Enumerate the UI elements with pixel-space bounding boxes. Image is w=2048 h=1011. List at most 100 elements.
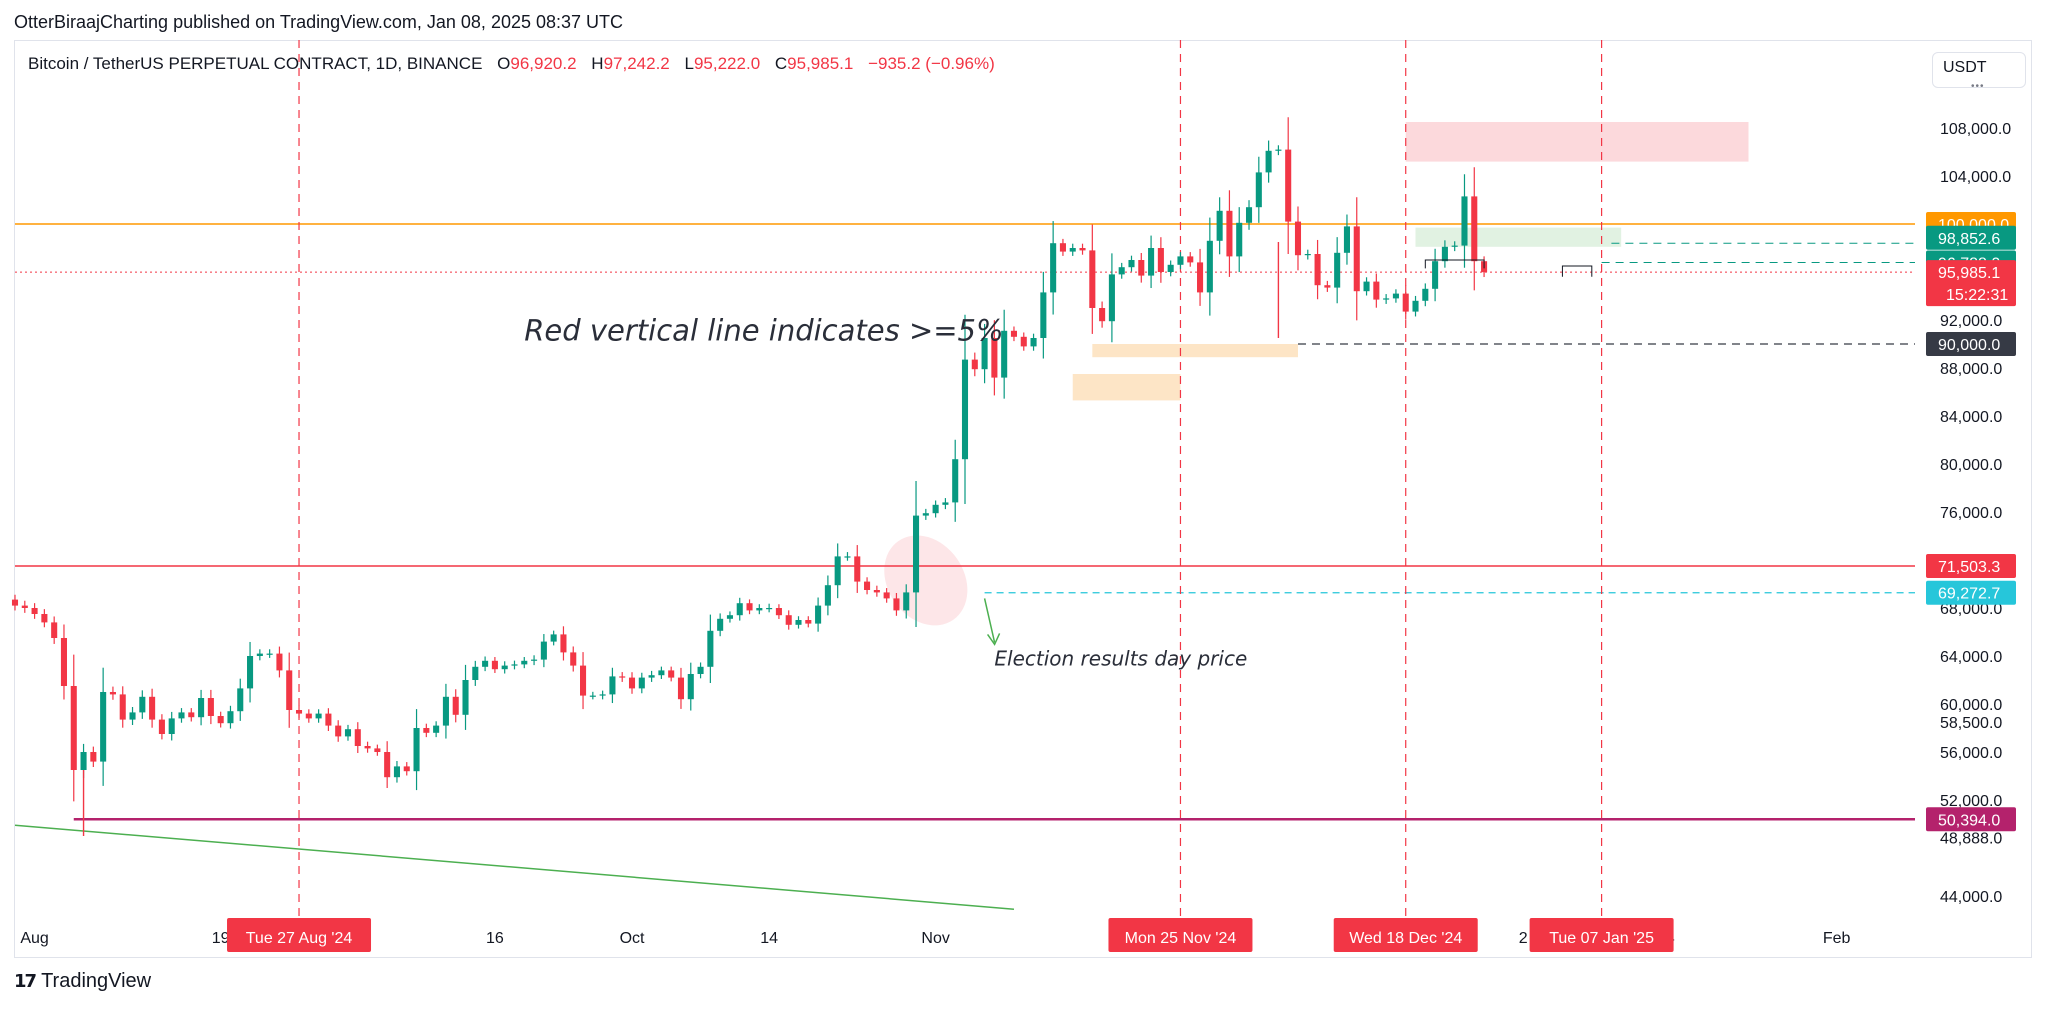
zone-supply [1405, 122, 1749, 162]
candle [472, 660, 479, 686]
price-tag-label: 95,985.1 [1938, 265, 2000, 282]
candle [1314, 239, 1321, 300]
candle [109, 686, 116, 700]
candle-body [1245, 207, 1253, 223]
date-marker-label: Tue 27 Aug '24 [246, 930, 353, 947]
candle [658, 666, 665, 679]
candle [266, 649, 273, 658]
candle [1040, 271, 1047, 359]
candle [1030, 333, 1037, 351]
candle-body [580, 665, 587, 696]
candle-body [893, 598, 900, 611]
candle [21, 600, 28, 613]
open-value: 96,920.2 [510, 54, 577, 73]
y-tick-label: 44,000.0 [1940, 889, 2002, 906]
price-tag [1926, 553, 2016, 578]
candle [374, 744, 381, 756]
price-tag-label: 69,272.7 [1938, 586, 2000, 603]
date-marker-tag [1333, 918, 1478, 952]
candle-body [119, 694, 126, 720]
candle-body [599, 694, 606, 696]
candle-body [472, 666, 479, 680]
candle-body [619, 676, 626, 678]
zone-demand [1415, 227, 1622, 247]
candle-body [961, 359, 969, 460]
candle-body [70, 686, 77, 770]
close-label: C [774, 54, 788, 73]
candle-body [1363, 281, 1370, 292]
candle-body [207, 698, 214, 716]
candle-body [707, 630, 714, 667]
y-tick-label: 108,000.0 [1940, 121, 2011, 138]
candle [1343, 214, 1350, 265]
candle-body [1206, 240, 1213, 293]
candle-body [1236, 222, 1243, 257]
candle-body [1324, 285, 1331, 288]
brand-name: TradingView [41, 970, 152, 992]
candle [668, 666, 675, 682]
candle-body [1089, 250, 1096, 308]
symbol-legend[interactable]: Bitcoin / TetherUS PERPETUAL CONTRACT, 1… [28, 54, 1005, 74]
candle [1187, 252, 1194, 267]
candle [413, 709, 420, 791]
candle-body [922, 513, 929, 516]
y-tick-label: 104,000.0 [1940, 169, 2011, 186]
candle [1138, 252, 1145, 283]
low-label: L [684, 54, 694, 73]
candle-body [335, 725, 342, 737]
candle-body [1304, 254, 1311, 256]
candle-body [452, 696, 459, 715]
currency-selector[interactable]: USDT ••• [1932, 52, 2026, 92]
candle-body [668, 670, 675, 678]
candle [756, 604, 763, 615]
candle [971, 352, 978, 377]
candle [1099, 301, 1106, 328]
candle-body [912, 515, 920, 593]
candle-body [589, 695, 596, 697]
candle-body [1059, 243, 1066, 252]
candle [1089, 224, 1096, 334]
candle [785, 610, 792, 630]
candle-body [1461, 196, 1468, 246]
candle-body [775, 608, 782, 616]
candle [393, 761, 400, 783]
candle-body [1412, 300, 1419, 312]
candle [1422, 283, 1429, 307]
candle [550, 630, 557, 646]
tradingview-footer[interactable]: 𝟭𝟳 TradingView [14, 970, 151, 993]
date-marker-label: Mon 25 Nov '24 [1125, 930, 1237, 947]
candle-body [227, 711, 234, 724]
candle-body [766, 608, 773, 610]
candle [1324, 280, 1331, 292]
candle-body [981, 338, 988, 370]
candle-body [374, 748, 381, 752]
candle-body [785, 615, 792, 625]
candle [981, 323, 988, 384]
candle [1167, 260, 1174, 277]
candle-body [883, 592, 890, 599]
candle [384, 741, 391, 788]
candle-body [1432, 261, 1439, 289]
more-dots-icon[interactable]: ••• [1971, 81, 1985, 92]
change-value: −935.2 (−0.96%) [868, 54, 995, 73]
candle [932, 500, 939, 518]
trendline [14, 824, 1015, 910]
candle [991, 320, 998, 396]
candle-body [1265, 150, 1272, 173]
candle-body [834, 556, 841, 586]
x-tick-label: 19 [212, 930, 230, 947]
x-tick-label: 2 [1519, 930, 1528, 947]
candle-body [1167, 264, 1174, 272]
candle-body [1441, 246, 1448, 262]
candle-body [51, 622, 58, 638]
candle [1236, 207, 1243, 273]
candle-body [1216, 210, 1223, 241]
candle-body [570, 652, 577, 666]
candle-body [344, 729, 352, 737]
symbol-name[interactable]: Bitcoin / TetherUS PERPETUAL CONTRACT, 1… [28, 54, 483, 73]
candle-body [1138, 260, 1145, 276]
candle [119, 686, 126, 728]
candle-body [511, 664, 518, 666]
y-tick-label: 58,500.0 [1940, 715, 2002, 732]
